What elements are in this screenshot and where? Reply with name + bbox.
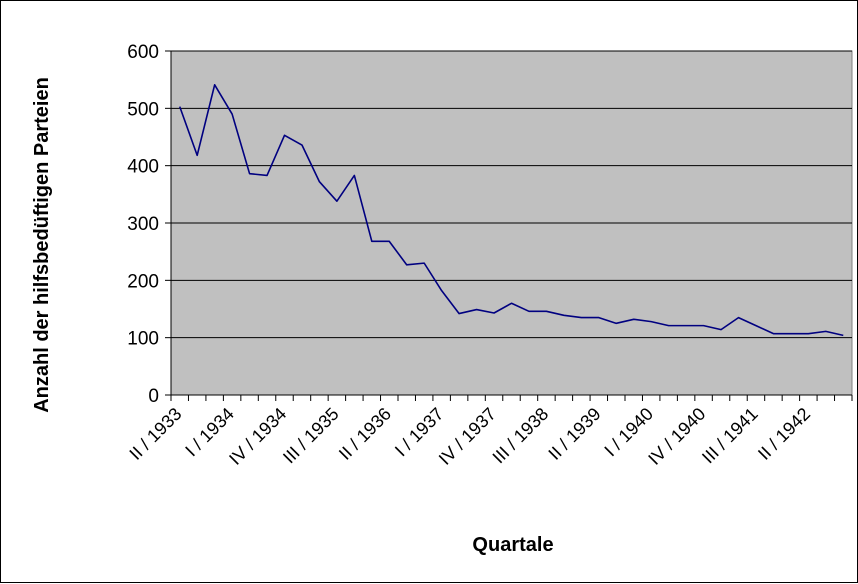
data-point	[405, 263, 408, 266]
y-tick-label: 100	[127, 329, 159, 350]
data-point	[231, 113, 234, 116]
data-point	[545, 310, 548, 313]
data-point	[458, 312, 461, 315]
data-point	[720, 328, 723, 331]
x-tick-label: III / 1941	[698, 404, 762, 468]
y-tick-label: 0	[148, 386, 159, 407]
data-point	[266, 174, 269, 177]
y-tick-label: 600	[127, 42, 159, 63]
y-tick-labels: 0 100 200 300 400 500 600	[127, 42, 159, 407]
x-tick-label: IV / 1937	[435, 404, 500, 469]
data-point	[248, 172, 251, 175]
x-tick-label: II / 1936	[335, 404, 395, 464]
data-point	[283, 134, 286, 137]
data-point	[580, 316, 583, 319]
data-point	[737, 316, 740, 319]
data-point	[632, 318, 635, 321]
data-point	[493, 312, 496, 315]
data-point	[702, 324, 705, 327]
x-tick-label: II / 1933	[125, 404, 185, 464]
data-point	[562, 314, 565, 317]
data-point	[667, 324, 670, 327]
data-point	[789, 332, 792, 335]
data-point	[335, 200, 338, 203]
data-point	[824, 330, 827, 333]
data-point	[318, 180, 321, 183]
data-point	[196, 154, 199, 157]
y-axis-title: Anzahl der hilfsbedüftigen Parteien	[31, 77, 53, 413]
data-point	[527, 310, 530, 313]
x-tick-label: IV / 1934	[225, 404, 290, 469]
y-tick-label: 300	[127, 214, 159, 235]
x-tick-label: II / 1939	[544, 404, 604, 464]
data-point	[213, 83, 216, 86]
data-point	[388, 240, 391, 243]
data-point	[510, 302, 513, 305]
data-point	[300, 144, 303, 147]
x-tick-label: III / 1935	[279, 404, 343, 468]
data-point	[475, 308, 478, 311]
data-point	[178, 105, 181, 108]
data-point	[650, 320, 653, 323]
y-tick-label: 500	[127, 99, 159, 120]
data-point	[370, 240, 373, 243]
data-point	[685, 324, 688, 327]
x-axis-title: Quartale	[472, 534, 553, 556]
data-point	[754, 324, 757, 327]
data-point	[353, 174, 356, 177]
data-point	[615, 322, 618, 325]
data-point	[597, 316, 600, 319]
data-point	[807, 332, 810, 335]
x-tick-label: IV / 1940	[644, 404, 709, 469]
data-point	[772, 332, 775, 335]
data-point	[440, 289, 443, 292]
x-tick-label: II / 1942	[754, 404, 814, 464]
x-tick-label: III / 1938	[489, 404, 553, 468]
data-point	[842, 334, 845, 337]
data-point	[423, 262, 426, 265]
y-tick-label: 200	[127, 271, 159, 292]
y-tick-label: 400	[127, 157, 159, 178]
